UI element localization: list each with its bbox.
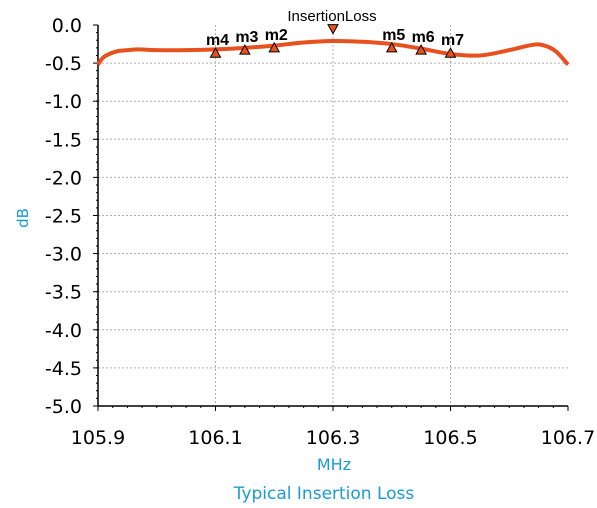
y-tick-label: -5.0 — [45, 396, 82, 418]
y-tick-label: -1.0 — [45, 91, 82, 113]
tick-labels: 0.0 -0.5 -1.0 -1.5 -2.0 -2.5 -3.0 -3.5 -4.0 -4.5 -… — [45, 15, 595, 449]
marker-triangle — [268, 41, 281, 53]
marker-label: m6 — [412, 29, 435, 46]
series-layer — [96, 38, 570, 66]
x-tick-label: 105.9 — [71, 427, 125, 449]
y-tick-label: -2.0 — [45, 167, 82, 189]
marker-label: m7 — [441, 32, 464, 49]
y-tick-label: -3.0 — [45, 244, 82, 266]
marker-label: m4 — [206, 32, 229, 49]
chart-caption: Typical Insertion Loss — [233, 484, 415, 504]
y-tick-label: -4.0 — [45, 320, 82, 342]
x-axis-label: MHz — [317, 455, 351, 474]
marker-triangle — [444, 47, 457, 58]
x-tick-label: 106.7 — [541, 427, 595, 449]
y-tick-label: -3.5 — [45, 282, 82, 304]
plot-title: InsertionLoss — [287, 8, 376, 25]
marker-triangle — [415, 44, 427, 55]
y-axis-label: dB — [14, 208, 32, 228]
marker-triangle — [327, 24, 339, 35]
marker-triangle — [239, 44, 251, 55]
marker-label: m5 — [382, 27, 405, 44]
x-tick-label: 106.3 — [306, 427, 360, 449]
y-tick-label: -2.5 — [45, 206, 82, 228]
marker-triangle — [385, 41, 398, 53]
marker-layer: m4 m3 m2 m5 m6 m7 — [206, 24, 464, 58]
marker-label: m3 — [235, 29, 258, 46]
y-tick-label: 0.0 — [52, 15, 82, 37]
insertion-loss-line — [96, 38, 570, 66]
y-tick-label: -0.5 — [45, 53, 82, 75]
grid-layer — [98, 25, 568, 406]
x-tick-label: 106.1 — [188, 427, 242, 449]
axes-layer — [93, 24, 569, 411]
marker-triangle — [209, 47, 222, 58]
x-tick-label: 106.5 — [423, 427, 477, 449]
y-tick-label: -4.5 — [45, 358, 82, 380]
y-tick-label: -1.5 — [45, 129, 82, 151]
marker-label: m2 — [265, 27, 288, 44]
